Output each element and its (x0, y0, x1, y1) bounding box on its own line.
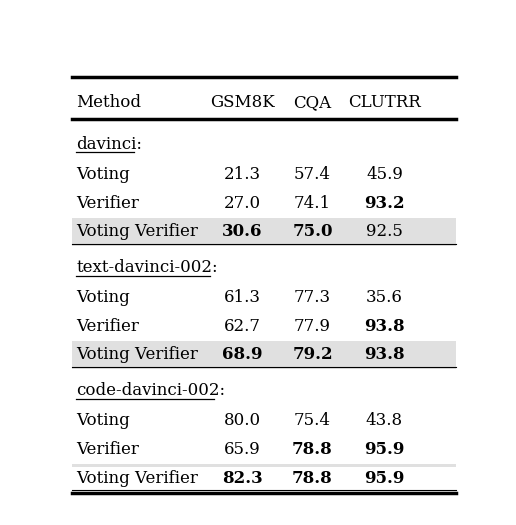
Text: CQA: CQA (294, 94, 331, 111)
Text: 65.9: 65.9 (224, 441, 261, 458)
Text: 61.3: 61.3 (224, 289, 261, 306)
Text: Verifier: Verifier (76, 441, 139, 458)
Text: Verifier: Verifier (76, 318, 139, 335)
Bar (72, 217, 456, 246)
Text: CLUTRR: CLUTRR (348, 94, 421, 111)
Text: 79.2: 79.2 (292, 346, 333, 363)
Text: Voting Verifier: Voting Verifier (76, 469, 198, 487)
Text: 27.0: 27.0 (224, 195, 261, 212)
Text: 75.4: 75.4 (294, 412, 331, 429)
Text: 77.9: 77.9 (294, 318, 331, 335)
Text: 57.4: 57.4 (294, 166, 331, 183)
Text: 95.9: 95.9 (364, 441, 405, 458)
Text: Voting: Voting (76, 289, 130, 306)
Text: code-davinci-002:: code-davinci-002: (76, 382, 225, 399)
Text: Voting: Voting (76, 166, 130, 183)
Bar (72, 341, 456, 369)
Text: 93.2: 93.2 (364, 195, 405, 212)
Text: text-davinci-002:: text-davinci-002: (76, 259, 218, 276)
Text: 92.5: 92.5 (366, 223, 403, 240)
Text: Method: Method (76, 94, 141, 111)
Text: 45.9: 45.9 (366, 166, 403, 183)
Text: Voting: Voting (76, 412, 130, 429)
Text: 78.8: 78.8 (292, 441, 333, 458)
Text: 75.0: 75.0 (292, 223, 333, 240)
Text: 68.9: 68.9 (222, 346, 263, 363)
Text: davinci:: davinci: (76, 136, 142, 153)
Text: GSM8K: GSM8K (210, 94, 275, 111)
Text: 30.6: 30.6 (222, 223, 263, 240)
Text: 77.3: 77.3 (294, 289, 331, 306)
Text: Voting Verifier: Voting Verifier (76, 223, 198, 240)
Text: 93.8: 93.8 (364, 346, 405, 363)
Text: 35.6: 35.6 (366, 289, 403, 306)
Text: Voting Verifier: Voting Verifier (76, 346, 198, 363)
Text: 78.8: 78.8 (292, 469, 333, 487)
Text: 80.0: 80.0 (224, 412, 261, 429)
Text: 82.3: 82.3 (222, 469, 263, 487)
Text: 95.9: 95.9 (364, 469, 405, 487)
Text: 62.7: 62.7 (224, 318, 261, 335)
Text: 21.3: 21.3 (224, 166, 261, 183)
Text: 93.8: 93.8 (364, 318, 405, 335)
Text: 74.1: 74.1 (294, 195, 331, 212)
Bar (72, 464, 456, 492)
Text: 43.8: 43.8 (366, 412, 403, 429)
Text: Verifier: Verifier (76, 195, 139, 212)
